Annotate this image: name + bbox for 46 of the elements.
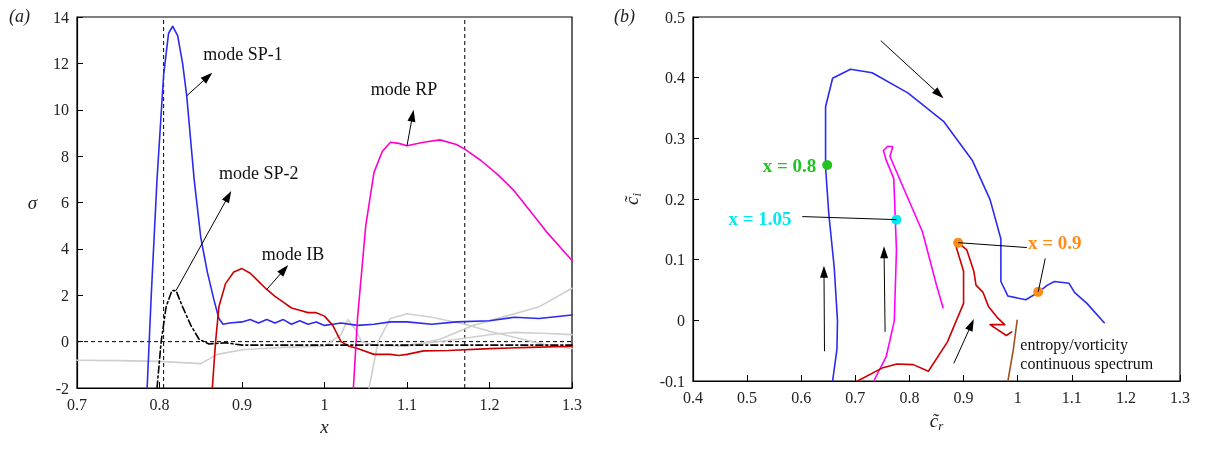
x-tick-label: 1 bbox=[1013, 388, 1022, 406]
x-tick-label: 0.8 bbox=[899, 388, 920, 406]
y-tick-label: 0.2 bbox=[665, 190, 685, 208]
x-tick-label: 1.3 bbox=[562, 395, 582, 413]
y-tick-label: 8 bbox=[61, 147, 69, 165]
x-tick-label: 1.1 bbox=[1061, 388, 1082, 406]
series-label: x = 0.8 bbox=[762, 154, 817, 176]
x-tick-label: 1.2 bbox=[479, 395, 500, 413]
y-tick-label: 0.1 bbox=[665, 251, 685, 269]
y-tick-label: -0.1 bbox=[659, 372, 685, 390]
y-tick-label: 14 bbox=[53, 8, 69, 26]
y-tick-label: 10 bbox=[53, 101, 69, 119]
y-tick-label: -2 bbox=[55, 379, 69, 397]
series-label: entropy/vorticity continuous spectrum bbox=[1020, 335, 1154, 373]
x-tick-label: 0.4 bbox=[683, 388, 703, 406]
y-tick-label: 0 bbox=[61, 333, 69, 351]
x-tick-label: 0.7 bbox=[845, 388, 866, 406]
text: mode RP bbox=[370, 78, 438, 99]
y-tick-label: 6 bbox=[61, 194, 69, 211]
x-tick-label: 1 bbox=[320, 395, 329, 413]
text: x = 1.05 bbox=[728, 207, 792, 229]
chart-title: (a) bbox=[9, 6, 30, 27]
y-tick-label: 2 bbox=[61, 286, 69, 304]
chart-title: (b) bbox=[614, 6, 635, 27]
x-tick-label: 0.7 bbox=[67, 395, 87, 413]
x-tick-label: 0.6 bbox=[791, 388, 812, 406]
y-axis-title: σ bbox=[27, 192, 38, 213]
x-tick-label: 1.3 bbox=[1170, 388, 1190, 406]
x-tick-label: 0.5 bbox=[737, 388, 758, 406]
y-tick-label: 4 bbox=[61, 240, 69, 258]
x-tick-label: 1.1 bbox=[397, 395, 417, 413]
y-tick-label: 0.3 bbox=[665, 129, 685, 147]
y-tick-label: 12 bbox=[53, 54, 69, 72]
x-tick-label: 0.8 bbox=[149, 395, 170, 413]
series-label: x = 0.9 bbox=[1027, 232, 1082, 254]
series-label: mode SP-1 bbox=[203, 44, 283, 65]
x-tick-label: 0.9 bbox=[232, 395, 252, 413]
y-axis-title: c̃i bbox=[621, 192, 644, 206]
text: mode SP-2 bbox=[218, 163, 299, 184]
x-tick-label: 0.9 bbox=[953, 388, 974, 406]
x-tick-label: 1.2 bbox=[1115, 388, 1136, 406]
series-label: mode IB bbox=[261, 243, 325, 264]
y-tick-label: 0.4 bbox=[665, 69, 685, 87]
y-tick-label: 0 bbox=[677, 311, 685, 329]
x-axis-title: x bbox=[319, 415, 330, 437]
y-tick-label: 0.5 bbox=[665, 8, 685, 26]
